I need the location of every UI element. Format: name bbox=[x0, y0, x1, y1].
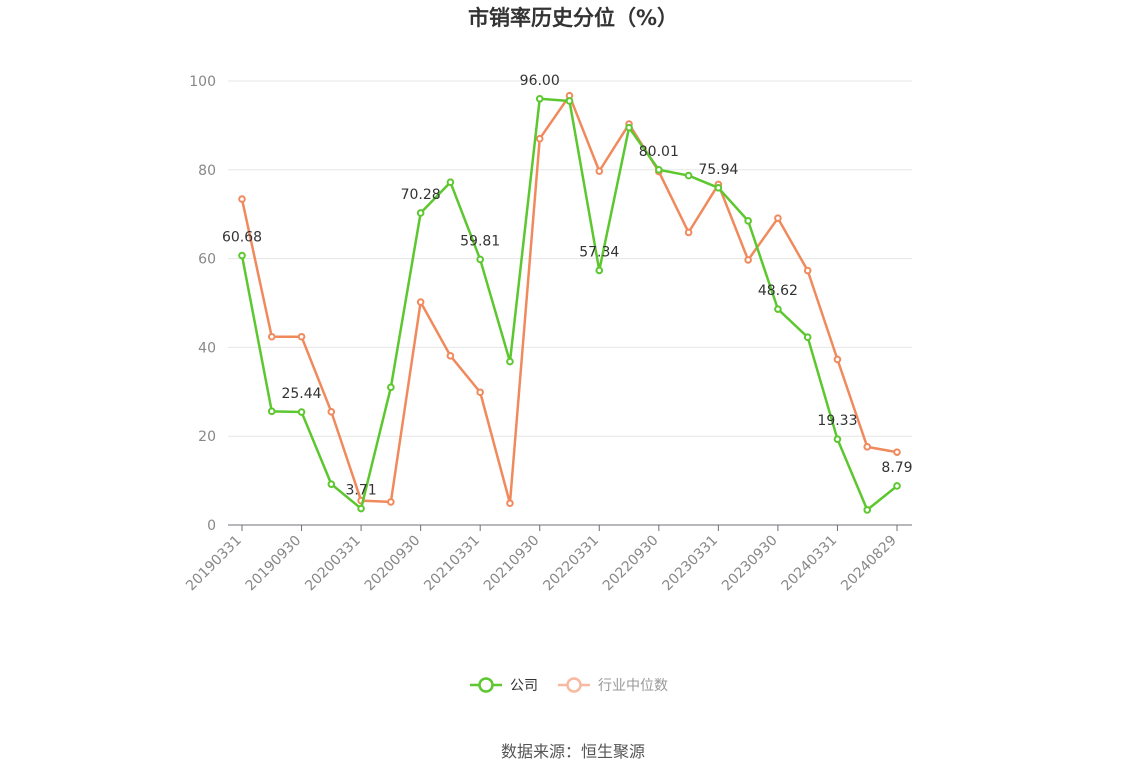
data-point bbox=[297, 332, 306, 341]
data-source: 数据来源：恒生聚源 bbox=[501, 742, 645, 761]
y-tick-label: 0 bbox=[207, 518, 216, 534]
grid-lines bbox=[228, 80, 912, 437]
data-point bbox=[893, 448, 901, 456]
legend-item-company[interactable]: 公司 bbox=[470, 677, 538, 694]
x-tick-label: 20220930 bbox=[600, 533, 662, 595]
data-label: 75.94 bbox=[698, 162, 738, 178]
data-label: 96.00 bbox=[520, 73, 560, 89]
legend-marker-company bbox=[478, 677, 494, 693]
y-tick-label: 80 bbox=[198, 163, 216, 179]
data-point bbox=[238, 195, 246, 203]
series-layer bbox=[238, 91, 901, 514]
data-point bbox=[833, 435, 842, 443]
x-tick-label: 20190331 bbox=[183, 533, 245, 595]
data-point bbox=[684, 228, 693, 237]
data-label: 59.81 bbox=[460, 233, 500, 249]
x-tick-label: 20190930 bbox=[243, 533, 305, 595]
data-point bbox=[803, 266, 812, 275]
y-tick-label: 100 bbox=[189, 74, 216, 90]
data-point bbox=[267, 332, 276, 341]
data-point bbox=[416, 209, 425, 217]
data-point bbox=[744, 256, 752, 264]
x-tick-label: 20220331 bbox=[540, 533, 602, 595]
data-point bbox=[893, 482, 901, 490]
data-label: 3.71 bbox=[346, 483, 377, 499]
legend-label-company: 公司 bbox=[510, 678, 538, 694]
data-label: 70.28 bbox=[401, 187, 441, 203]
data-point bbox=[327, 407, 336, 416]
data-point bbox=[684, 171, 693, 180]
data-label: 25.44 bbox=[281, 386, 321, 402]
data-point bbox=[774, 305, 782, 313]
data-point bbox=[595, 266, 604, 275]
x-tick-label: 20200930 bbox=[362, 533, 424, 595]
data-point bbox=[387, 383, 395, 392]
data-point bbox=[565, 97, 574, 105]
data-point bbox=[446, 178, 455, 187]
data-point bbox=[535, 94, 544, 103]
data-label: 8.79 bbox=[881, 460, 912, 476]
data-point bbox=[327, 480, 336, 488]
series-line bbox=[240, 94, 898, 505]
data-point bbox=[863, 506, 872, 514]
data-point bbox=[803, 333, 812, 341]
data-label: 48.62 bbox=[758, 283, 798, 299]
data-point bbox=[267, 407, 276, 416]
data-point bbox=[387, 498, 395, 506]
data-label: 19.33 bbox=[817, 413, 857, 429]
y-tick-label: 60 bbox=[198, 252, 216, 268]
data-point bbox=[506, 357, 514, 366]
data-point bbox=[416, 298, 425, 306]
x-tick-label: 20200331 bbox=[302, 533, 364, 595]
data-point bbox=[506, 499, 514, 508]
legend: 公司 行业中位数 bbox=[470, 677, 668, 694]
data-label: 60.68 bbox=[222, 230, 262, 246]
data-point bbox=[476, 255, 484, 264]
data-point bbox=[714, 184, 723, 192]
legend-marker-industry bbox=[566, 677, 582, 693]
data-point bbox=[833, 355, 842, 364]
x-tick-label: 20240829 bbox=[838, 533, 900, 595]
data-point bbox=[595, 167, 604, 175]
data-point bbox=[535, 134, 544, 143]
data-label: 57.34 bbox=[579, 244, 619, 260]
x-tick-label: 20230331 bbox=[659, 533, 721, 595]
data-point bbox=[744, 217, 752, 225]
y-tick-label: 20 bbox=[198, 429, 216, 445]
chart-title: 市销率历史分位（%） bbox=[468, 6, 678, 30]
data-point bbox=[476, 388, 484, 397]
data-point bbox=[774, 214, 782, 222]
data-point bbox=[655, 165, 663, 174]
series-company bbox=[238, 94, 901, 514]
data-point bbox=[446, 352, 455, 360]
x-tick-label: 20240331 bbox=[779, 533, 841, 595]
data-point bbox=[297, 408, 306, 416]
data-point bbox=[238, 251, 246, 260]
data-label: 80.01 bbox=[639, 144, 679, 160]
data-point bbox=[625, 123, 633, 132]
x-tick-label: 20210331 bbox=[421, 533, 483, 595]
x-axis: 2019033120190930202003312020093020210331… bbox=[183, 524, 912, 595]
x-tick-label: 20230930 bbox=[719, 533, 781, 595]
legend-item-industry[interactable]: 行业中位数 bbox=[558, 677, 668, 694]
series-industry bbox=[238, 91, 901, 508]
data-point bbox=[357, 504, 365, 513]
y-axis: 0 20 40 60 80 100 bbox=[189, 74, 216, 534]
data-point bbox=[863, 443, 872, 451]
y-tick-label: 40 bbox=[198, 340, 216, 356]
x-tick-label: 20210930 bbox=[481, 533, 543, 595]
legend-label-industry: 行业中位数 bbox=[598, 678, 668, 694]
series-line bbox=[240, 97, 898, 512]
data-labels: 60.68 25.44 3.71 70.28 59.81 96.00 57.34 80.01 7… bbox=[222, 73, 913, 499]
